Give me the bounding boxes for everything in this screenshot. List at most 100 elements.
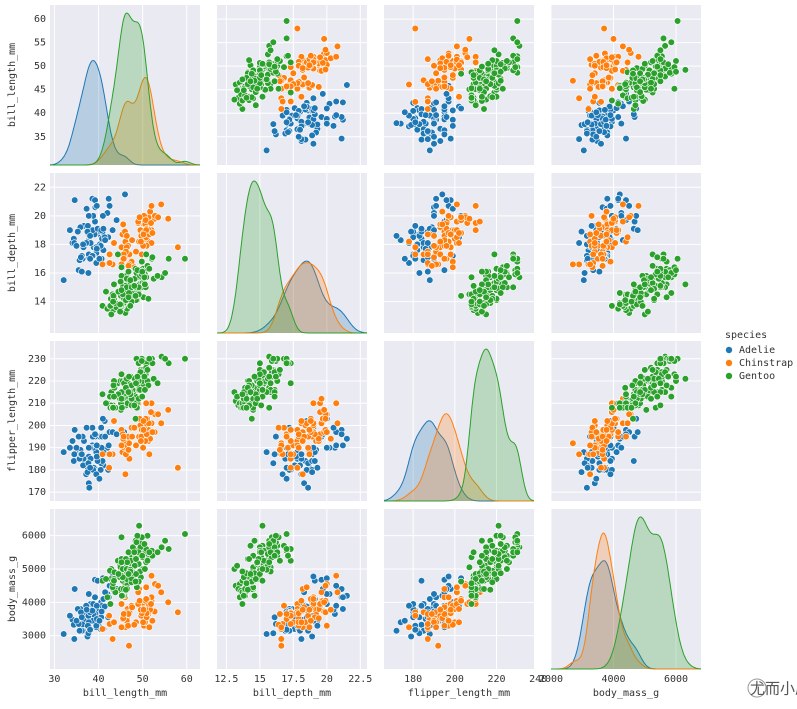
point <box>109 381 118 390</box>
scatter <box>60 353 189 492</box>
scatter <box>230 17 351 154</box>
point <box>244 586 252 594</box>
point <box>245 56 253 64</box>
point <box>97 424 105 432</box>
point <box>174 243 182 251</box>
point <box>606 470 615 478</box>
point <box>332 441 340 450</box>
point <box>647 273 655 281</box>
point <box>248 70 256 78</box>
kde-fill <box>50 60 200 165</box>
point <box>623 58 632 67</box>
point <box>424 239 432 247</box>
point <box>305 61 314 69</box>
point <box>121 470 129 478</box>
point <box>509 255 517 263</box>
point <box>313 464 322 472</box>
kde-line <box>551 532 701 670</box>
point <box>432 85 440 93</box>
point <box>497 266 505 274</box>
point <box>105 250 114 258</box>
point <box>602 437 611 445</box>
point <box>595 127 604 135</box>
point <box>280 63 288 71</box>
x-tick-label: 17.5 <box>281 674 305 685</box>
point <box>272 532 280 540</box>
point <box>609 35 618 43</box>
point <box>323 622 331 630</box>
point <box>392 119 401 127</box>
point <box>265 558 273 566</box>
point <box>465 215 474 223</box>
watermark-icon <box>747 678 767 698</box>
point <box>417 602 426 610</box>
point <box>284 128 292 136</box>
point <box>426 146 434 154</box>
point <box>277 105 285 113</box>
point <box>85 444 93 452</box>
point <box>102 288 110 296</box>
point <box>436 64 444 72</box>
point <box>332 399 340 407</box>
point <box>653 253 661 261</box>
point <box>453 583 461 591</box>
point <box>424 135 432 143</box>
point <box>98 390 107 398</box>
point <box>457 597 465 605</box>
point <box>586 260 594 269</box>
point <box>66 612 74 620</box>
point <box>238 75 246 83</box>
point <box>117 263 126 271</box>
point <box>467 592 476 600</box>
point <box>476 298 484 306</box>
point <box>411 118 419 126</box>
point <box>656 282 665 290</box>
point <box>625 410 633 418</box>
point <box>440 82 449 90</box>
kde-fill <box>384 349 534 501</box>
point <box>68 437 77 445</box>
point <box>608 53 616 61</box>
point <box>634 226 642 234</box>
point <box>91 430 99 438</box>
watermark: 尤而小屋 <box>750 680 797 698</box>
x-axis-label: bill_depth_mm <box>253 688 331 699</box>
point <box>117 286 126 294</box>
point <box>279 97 287 106</box>
point <box>480 105 488 113</box>
point <box>91 593 99 601</box>
point <box>457 70 465 78</box>
kde-fill <box>217 181 367 333</box>
point <box>307 617 315 625</box>
point <box>295 430 303 438</box>
x-tick-label: 2000 <box>539 674 563 685</box>
point <box>621 80 629 88</box>
point <box>598 255 607 263</box>
point <box>139 444 147 452</box>
point <box>164 406 172 414</box>
point <box>440 255 449 263</box>
point <box>138 393 146 401</box>
point <box>440 130 449 138</box>
point <box>619 42 627 51</box>
point <box>602 61 611 69</box>
point <box>449 205 457 213</box>
point <box>114 570 122 578</box>
point <box>101 236 109 244</box>
scatter <box>392 190 524 319</box>
point <box>636 77 644 85</box>
point <box>392 627 401 635</box>
point <box>103 593 111 601</box>
point <box>240 592 248 600</box>
point <box>110 393 118 401</box>
point <box>119 220 127 228</box>
y-tick-label: 5000 <box>22 564 46 575</box>
point <box>305 606 314 614</box>
point <box>139 230 148 238</box>
point <box>289 69 297 77</box>
point <box>621 296 629 304</box>
point <box>681 66 690 74</box>
point <box>98 625 107 633</box>
point <box>138 258 146 266</box>
point <box>648 262 657 270</box>
